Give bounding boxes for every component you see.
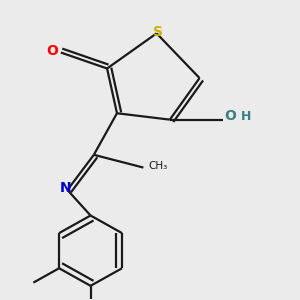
Text: H: H (241, 110, 251, 123)
Text: O: O (224, 110, 236, 123)
Text: N: N (60, 182, 72, 195)
Text: S: S (153, 25, 163, 39)
Text: CH₃: CH₃ (148, 161, 168, 171)
Text: O: O (46, 44, 58, 58)
